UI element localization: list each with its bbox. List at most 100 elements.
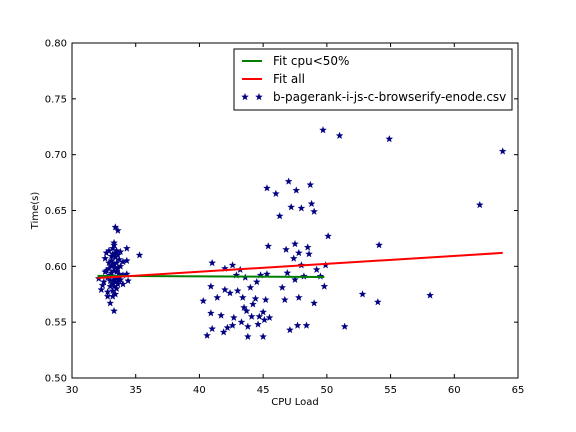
legend-star-icon xyxy=(241,92,249,101)
x-axis-label: CPU Load xyxy=(271,397,319,408)
data-point xyxy=(110,241,118,249)
x-tick-label: 40 xyxy=(193,385,206,396)
x-tick-label: 35 xyxy=(129,385,142,396)
data-point xyxy=(287,203,296,211)
marks-layer xyxy=(94,126,507,340)
data-point xyxy=(307,199,316,208)
x-tick-label: 65 xyxy=(512,385,525,396)
data-point xyxy=(124,276,132,285)
data-point xyxy=(291,275,299,283)
data-point xyxy=(242,306,251,315)
legend-star-marker xyxy=(241,92,249,101)
data-point xyxy=(233,286,242,295)
y-tick-label: 0.65 xyxy=(45,206,67,217)
y-tick-label: 0.50 xyxy=(45,374,67,385)
data-point xyxy=(207,282,215,290)
data-point xyxy=(249,300,257,308)
data-point xyxy=(283,268,292,277)
data-point xyxy=(110,306,118,315)
data-point xyxy=(282,245,290,253)
y-tick-label: 0.70 xyxy=(45,150,67,161)
data-point xyxy=(223,323,232,332)
data-point xyxy=(286,325,294,334)
y-tick-label: 0.75 xyxy=(45,94,67,105)
y-axis-label: Time(s) xyxy=(30,192,41,231)
data-point xyxy=(275,212,284,220)
data-point xyxy=(294,248,303,257)
data-point xyxy=(199,296,208,305)
data-point xyxy=(292,186,301,194)
legend-label-fit-all: Fit all xyxy=(273,72,305,86)
data-point xyxy=(122,244,131,252)
data-point xyxy=(217,311,225,319)
data-point xyxy=(207,309,215,317)
data-point xyxy=(358,290,367,298)
data-point xyxy=(251,294,260,302)
data-point xyxy=(100,277,108,286)
data-point xyxy=(306,180,315,189)
data-point xyxy=(320,282,329,290)
data-point xyxy=(247,312,256,320)
data-point xyxy=(498,147,507,155)
data-point xyxy=(221,285,229,294)
data-point xyxy=(114,251,122,259)
data-point xyxy=(373,298,382,306)
data-point xyxy=(119,280,127,288)
data-point xyxy=(115,255,123,263)
data-point xyxy=(335,131,344,139)
data-point xyxy=(475,200,484,209)
data-point xyxy=(228,321,237,329)
data-point xyxy=(310,207,318,215)
ticks-layer: 30 35 40 45 50 55 60 65 0.50 0.55 0.60 0.65 0.70 0.75… xyxy=(45,39,525,397)
data-point xyxy=(228,261,237,269)
data-point xyxy=(244,332,252,340)
x-tick-label: 60 xyxy=(448,385,461,396)
data-point xyxy=(284,177,293,185)
data-point xyxy=(116,262,125,270)
x-tick-label: 55 xyxy=(384,385,397,396)
data-point xyxy=(303,243,312,251)
data-point xyxy=(208,258,217,267)
legend-label-data-series: b-pagerank-i-js-c-browserify-enode.csv xyxy=(273,90,506,104)
data-point xyxy=(230,313,238,321)
data-point xyxy=(263,184,271,192)
data-point xyxy=(340,322,349,330)
data-point xyxy=(237,318,246,326)
data-point xyxy=(259,332,267,340)
data-point xyxy=(291,239,299,248)
data-point xyxy=(289,254,298,262)
data-point xyxy=(240,303,248,311)
data-point xyxy=(305,250,313,258)
data-point xyxy=(112,284,121,292)
data-point xyxy=(213,293,222,301)
data-point xyxy=(255,312,264,320)
data-point xyxy=(122,256,131,265)
data-point xyxy=(244,322,252,330)
data-point xyxy=(111,290,120,298)
legend-star-icon xyxy=(255,92,263,101)
data-point xyxy=(375,241,383,249)
data-point xyxy=(319,126,327,134)
data-point xyxy=(135,251,144,259)
data-point xyxy=(259,308,267,316)
data-point xyxy=(106,299,115,307)
data-point xyxy=(101,254,109,262)
data-point xyxy=(310,299,318,307)
data-point xyxy=(103,292,112,300)
data-point xyxy=(112,246,121,254)
legend-star-marker xyxy=(255,92,263,101)
data-point xyxy=(254,320,262,328)
data-point xyxy=(112,258,121,267)
legend-box xyxy=(233,48,513,111)
data-point xyxy=(208,324,217,333)
data-point xyxy=(97,285,106,294)
x-tick-label: 50 xyxy=(320,385,333,396)
data-point xyxy=(278,283,287,291)
legend: Fit cpu<50% Fit all b-pagerank-i-js-c-br… xyxy=(233,48,513,111)
data-point xyxy=(265,313,274,321)
fit-line-all xyxy=(97,251,503,280)
data-point xyxy=(114,226,122,234)
data-point xyxy=(312,265,321,273)
x-tick-label: 30 xyxy=(66,385,79,396)
